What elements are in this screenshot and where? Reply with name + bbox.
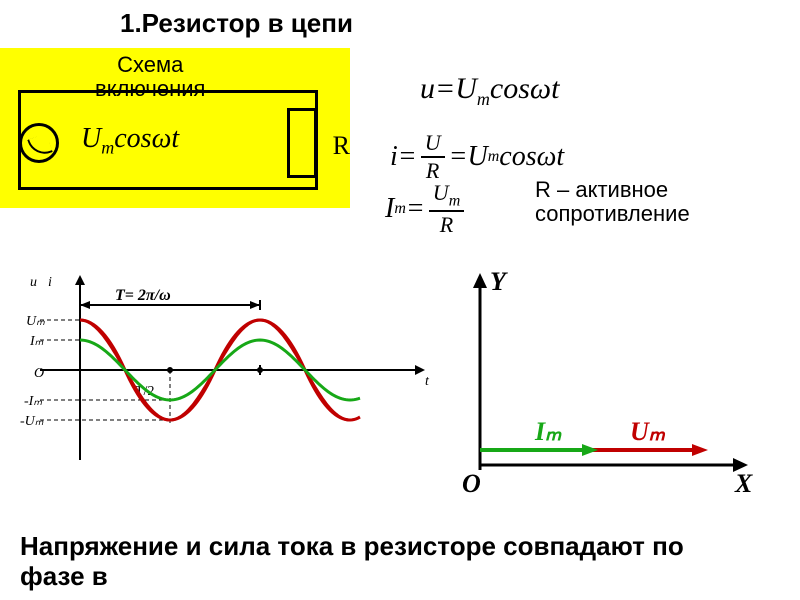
waveform-plot: u i Uₘ Iₘ O -Iₘ -Uₘ t T= 2π/ω T/2 [20, 270, 440, 480]
frac-numerator: U [421, 130, 445, 158]
im-vector-arrow-icon [582, 444, 598, 456]
circuit-wire-rect: R Umcosωt [18, 90, 318, 190]
equation-im: Im= Um R [385, 180, 468, 238]
schema-caption-line1: Схема [117, 52, 183, 77]
phasor-x-label: X [734, 469, 753, 498]
um-vector-arrow-icon [692, 444, 708, 456]
x-axis-arrow-icon [415, 365, 425, 375]
tick-im-pos: Iₘ [29, 334, 44, 349]
period-arrow-right-icon [250, 301, 260, 309]
y-axis-arrow-icon [75, 275, 85, 285]
equals-sign: = [449, 141, 468, 173]
axis-label-i: i [48, 275, 52, 290]
ac-source-icon [19, 123, 59, 163]
axis-label-u: u [30, 275, 37, 290]
marker-t-half [167, 367, 173, 373]
circuit-diagram: R Umcosωt [18, 90, 318, 190]
period-label: T= 2π/ω [115, 287, 171, 304]
phasor-y-arrow-icon [473, 273, 487, 288]
phasor-origin-label: O [462, 469, 481, 498]
tick-um-pos: Uₘ [26, 314, 45, 329]
phasor-y-label: Y [490, 270, 508, 296]
phasor-um-label: Uₘ [630, 417, 666, 446]
tick-um-neg: -Uₘ [20, 414, 44, 429]
resistance-note: R – активное сопротивление [535, 178, 795, 226]
axis-label-t: t [425, 374, 430, 389]
frac-denominator-r: R [436, 212, 457, 238]
page-title: 1.Резистор в цепи [120, 8, 353, 39]
tick-im-neg: -Iₘ [24, 394, 42, 409]
equation-current: i= U R = Umcosωt [390, 130, 564, 184]
fraction-um-over-r: Um R [429, 180, 464, 238]
tick-origin: O [34, 366, 44, 381]
fraction-u-over-r: U R [421, 130, 445, 184]
conclusion-text: Напряжение и сила тока в резисторе совпа… [20, 532, 740, 592]
resistor-icon [287, 108, 317, 178]
frac-numerator-um: Um [429, 180, 464, 212]
phasor-diagram: Y X O Iₘ Uₘ [440, 270, 760, 500]
resistor-label: R [333, 131, 350, 161]
source-formula: Umcosωt [81, 123, 179, 159]
phasor-im-label: Iₘ [534, 417, 562, 446]
period-arrow-left-icon [80, 301, 90, 309]
equation-voltage: u=Umcosωt [420, 72, 559, 110]
